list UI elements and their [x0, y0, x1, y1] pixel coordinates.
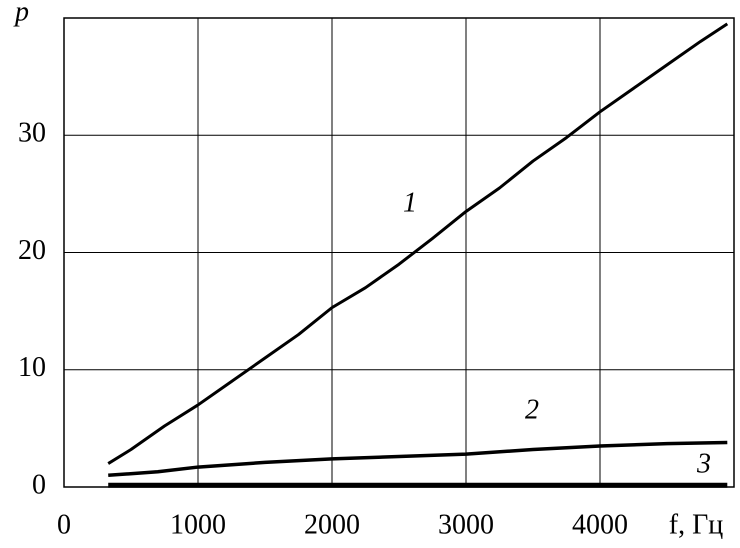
- series-label: 1: [403, 187, 417, 218]
- x-tick-label: 2000: [304, 509, 360, 540]
- y-axis-label: p: [13, 0, 29, 27]
- y-tick-label: 20: [18, 235, 46, 266]
- x-axis-label: f, Гц: [669, 509, 724, 540]
- x-tick-label: 0: [57, 509, 71, 540]
- x-tick-label: 4000: [572, 509, 628, 540]
- x-tick-label: 1000: [170, 509, 226, 540]
- x-tick-label: 3000: [438, 509, 494, 540]
- series-label: 2: [525, 394, 539, 425]
- y-tick-label: 0: [32, 469, 46, 500]
- y-tick-label: 10: [18, 352, 46, 383]
- y-tick-label: 30: [18, 118, 46, 149]
- series-label: 3: [696, 448, 711, 479]
- series-line: [108, 440, 728, 478]
- series-line: [107, 22, 729, 465]
